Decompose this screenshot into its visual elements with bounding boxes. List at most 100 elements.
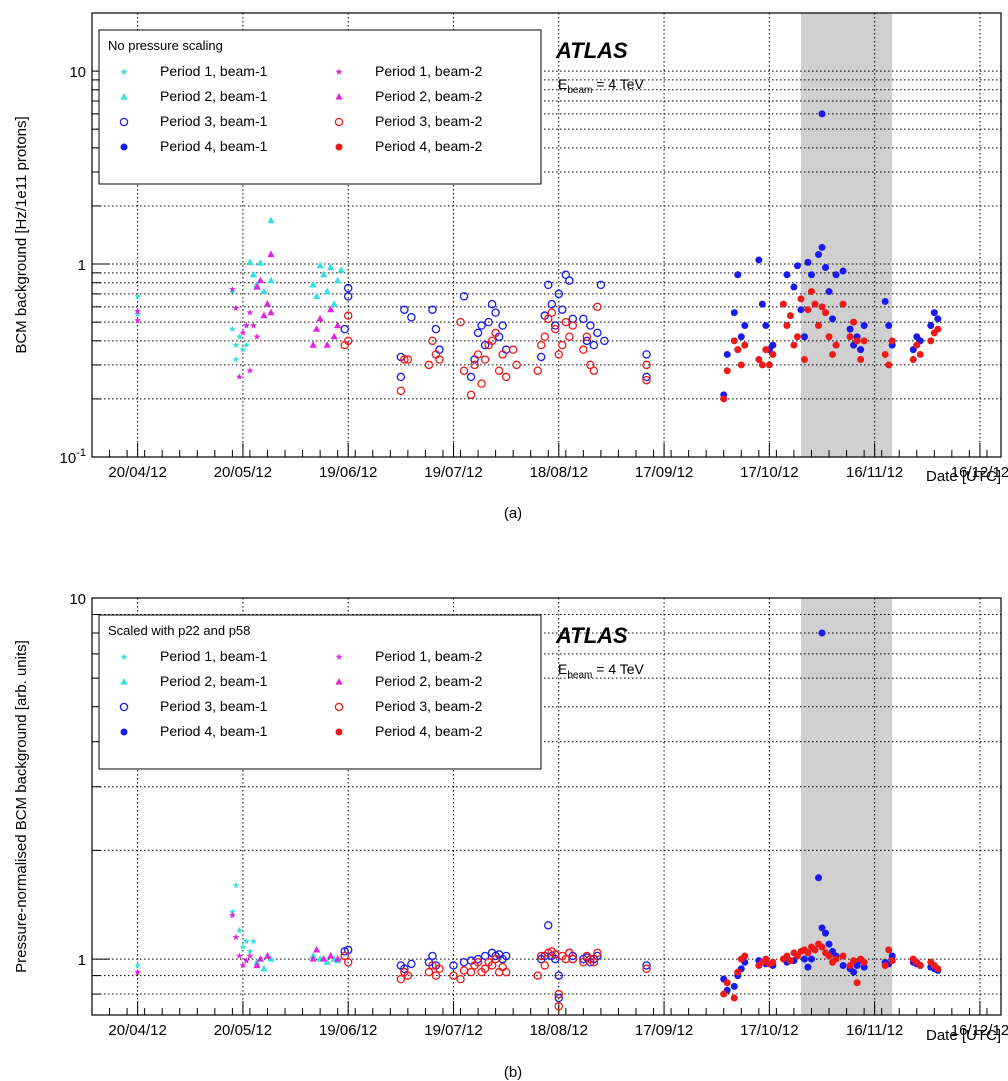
data-point [790,283,798,291]
data-point [400,305,409,314]
data-point [589,957,599,967]
data-point [593,951,602,961]
data-point [730,982,738,990]
data-point [424,360,434,370]
data-point [642,961,651,970]
data-point [888,957,896,965]
data-point [260,964,268,972]
data-point [554,289,564,299]
data-point [263,951,272,959]
data-point [797,306,805,314]
legend-marker [120,68,128,75]
legend-entry: Period 2, beam-1 [160,88,268,104]
data-point [343,957,353,967]
data-point [765,361,773,369]
legend-title: No pressure scaling [108,38,223,53]
data-point [400,355,409,364]
legend-marker [335,678,343,685]
data-point [839,267,847,275]
data-point [323,341,331,348]
data-point [846,333,854,341]
data-point [309,280,317,288]
data-point [343,336,353,346]
data-point [480,355,490,364]
data-point [741,322,749,330]
x-tick-label: 19/07/12 [424,1022,482,1039]
data-point [558,340,567,350]
data-point [323,287,331,295]
data-point [232,304,240,312]
data-point [229,288,236,295]
data-point [825,333,833,341]
legend-entry: Period 4, beam-2 [375,723,483,739]
data-point [477,379,486,388]
data-point [267,216,275,224]
legend-marker [120,143,128,151]
data-point [466,372,476,382]
data-point [832,271,840,279]
data-point [850,318,858,326]
series [340,921,651,1003]
data-point [536,340,546,350]
data-point [256,955,265,962]
data-point [267,955,275,962]
data-point [449,961,458,970]
atlas-label: ATLAS [555,623,628,648]
data-point [582,332,592,341]
data-point [822,263,830,271]
data-point [741,341,749,349]
data-point [737,361,745,369]
data-point [260,287,268,295]
data-point [480,964,490,974]
chart-panel-a: 20/04/12 20/05/12 19/06/12 19/07/12 18/08/12… [13,12,1008,522]
data-point [804,949,812,957]
data-point [790,341,798,349]
data-point [253,333,261,340]
series [720,110,942,399]
data-point [407,959,416,969]
x-tick-label: 20/04/12 [108,1022,166,1039]
data-point [600,336,609,346]
data-point [396,386,406,396]
data-point [913,341,921,349]
data-point [825,288,833,296]
legend-entry: Period 1, beam-2 [375,63,483,79]
data-point [814,322,822,330]
data-point [232,933,240,941]
data-point [589,340,599,350]
data-point [547,299,557,309]
data-point [428,336,437,346]
plot-frame [91,12,1002,458]
data-point [554,971,564,980]
data-point [327,263,335,271]
legend-marker [334,117,344,127]
data-point [846,325,854,333]
data-point [232,355,240,363]
data-point [327,951,335,959]
data-point [839,952,847,960]
data-point [786,957,794,965]
data-point [565,332,574,341]
data-point [850,968,858,976]
data-point [551,954,560,964]
legend-marker [335,93,343,100]
data-point [642,350,651,359]
data-point [554,993,564,1003]
data-point [888,337,896,345]
data-point [814,874,822,882]
data-point [839,300,847,308]
data-point [825,940,833,948]
data-point [456,974,465,984]
data-point [829,350,837,358]
data-point [243,341,250,348]
data-point [134,316,141,324]
data-point [498,321,507,330]
data-point [642,964,651,974]
data-point [236,952,243,959]
data-point [313,325,321,332]
data-point [544,280,553,290]
data-point [428,951,437,961]
legend: No pressure scaling Period 1, beam-1 Perio… [98,29,542,185]
data-point [839,961,847,969]
data-point [811,946,819,954]
